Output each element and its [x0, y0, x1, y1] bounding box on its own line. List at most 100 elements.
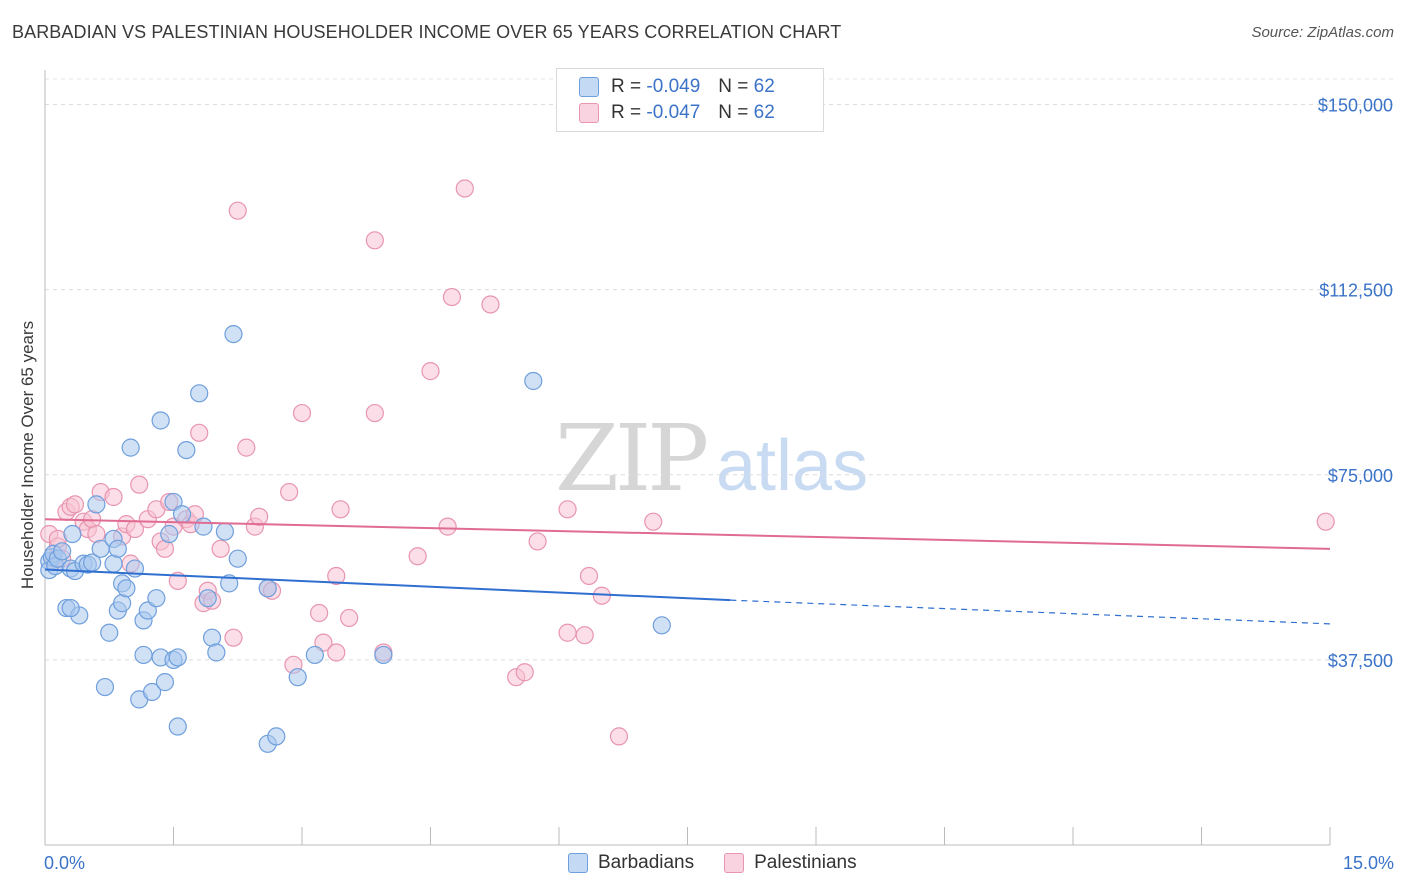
series-swatch-palestinians: [724, 853, 745, 873]
palestinian-point: [408, 547, 427, 566]
palestinian-point: [438, 517, 457, 536]
barbadian-point: [177, 440, 196, 460]
x-tick-label-max: 15.0%: [1342, 853, 1394, 873]
palestinian-point: [592, 586, 611, 605]
barbadian-point: [207, 643, 226, 662]
palestinian-point: [130, 475, 149, 494]
barbadian-point: [61, 598, 80, 618]
palestinian-point: [250, 507, 269, 526]
legend-swatch-barbadians: [579, 77, 599, 97]
palestinian-point: [65, 495, 85, 514]
palestinian-point: [515, 663, 534, 682]
barbadian-point: [198, 589, 217, 608]
legend-row-palestinians: R = -0.047 N = 62: [579, 100, 775, 126]
barbadian-point: [305, 645, 324, 665]
chart-title: BARBADIAN VS PALESTINIAN HOUSEHOLDER INC…: [12, 22, 842, 42]
barbadian-point: [164, 492, 183, 512]
legend-n-value: 62: [753, 76, 775, 97]
watermark-zip: ZIP: [555, 405, 706, 512]
legend-r-label: R =: [611, 76, 642, 97]
legend-n-value: 62: [753, 102, 775, 123]
legend-n-label: N =: [718, 102, 749, 123]
palestinian-point: [558, 500, 577, 519]
palestinian-point: [365, 403, 384, 423]
palestinian-point: [211, 539, 230, 558]
palestinian-point: [481, 295, 500, 314]
barbadian-point: [172, 505, 192, 524]
palestinian-trend-line: [44, 518, 1331, 550]
barbadian-point: [53, 542, 72, 561]
palestinian-point: [292, 403, 312, 423]
barbadian-trend-line: [44, 568, 731, 602]
series-legend-item-barbadians: Barbadians: [568, 852, 694, 874]
barbadian-point: [215, 522, 234, 541]
barbadian-point: [224, 324, 243, 344]
palestinian-point: [224, 628, 243, 647]
palestinian-point: [644, 512, 663, 531]
barbadian-point: [160, 524, 179, 544]
palestinian-point: [442, 287, 462, 307]
barbadian-point: [524, 371, 543, 391]
barbadian-point: [100, 623, 119, 642]
barbadian-point: [288, 668, 307, 687]
source-label: Source: ZipAtlas.com: [1251, 24, 1394, 41]
barbadian-point: [168, 717, 187, 736]
barbadian-point: [190, 384, 209, 403]
legend-r-label: R =: [611, 102, 642, 123]
barbadian-point: [142, 682, 162, 702]
barbadian-point: [151, 411, 170, 430]
barbadian-point: [652, 616, 671, 635]
palestinian-point: [365, 231, 384, 250]
correlation-legend: R = -0.049 N = 62 R = -0.047 N = 62: [556, 68, 824, 132]
barbadian-point: [121, 438, 140, 457]
legend-row-barbadians: R = -0.049 N = 62: [579, 74, 775, 100]
palestinian-point: [609, 727, 629, 746]
series-legend-label: Palestinians: [754, 852, 857, 873]
palestinian-point: [237, 438, 256, 457]
series-legend-label: Barbadians: [598, 852, 695, 873]
palestinian-point: [579, 566, 599, 586]
barbadian-point: [374, 645, 393, 665]
barbadian-point: [95, 677, 115, 697]
barbadian-point: [63, 524, 82, 544]
palestinian-point: [575, 626, 594, 645]
y-tick-label: $75,000: [1328, 466, 1393, 486]
series-legend: Barbadians Palestinians: [568, 852, 887, 874]
barbadian-point: [117, 579, 136, 598]
series-swatch-barbadians: [568, 853, 588, 873]
palestinian-point: [310, 603, 329, 623]
barbadian-point: [267, 727, 286, 746]
barbadian-point: [108, 539, 127, 558]
legend-n-label: N =: [718, 76, 749, 97]
barbadian-point: [220, 574, 239, 593]
palestinian-point: [104, 487, 123, 507]
barbadian-point: [194, 517, 213, 536]
barbadian-point: [147, 589, 166, 608]
barbadian-point: [155, 673, 175, 692]
palestinian-point: [421, 362, 440, 381]
palestinian-point: [190, 423, 209, 442]
palestinian-point: [314, 633, 333, 652]
palestinian-point: [1316, 512, 1335, 531]
palestinian-point: [228, 201, 247, 220]
barbadian-point: [258, 579, 277, 598]
barbadian-point: [138, 601, 157, 620]
palestinian-point: [331, 500, 350, 519]
y-tick-label: $150,000: [1318, 96, 1393, 116]
y-tick-label: $37,500: [1328, 651, 1393, 671]
palestinian-point: [327, 643, 346, 662]
palestinian-point: [280, 482, 299, 502]
barbadian-point: [168, 648, 187, 667]
palestinian-point: [455, 179, 474, 198]
barbadian-point: [228, 549, 247, 568]
palestinian-point: [327, 566, 346, 586]
legend-r-value: -0.047: [646, 102, 701, 123]
y-tick-label: $112,500: [1319, 281, 1393, 301]
barbadian-point: [87, 495, 106, 514]
palestinian-point: [558, 623, 577, 642]
series-legend-item-palestinians: Palestinians: [724, 852, 857, 874]
palestinian-point: [528, 532, 547, 551]
legend-swatch-palestinians: [579, 103, 599, 123]
x-tick-label-min: 0.0%: [44, 853, 86, 873]
